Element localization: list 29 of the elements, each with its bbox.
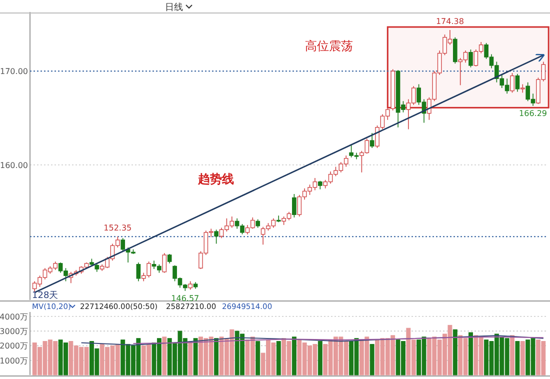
annotation: 高位震荡: [305, 39, 353, 53]
annotation: 128天: [32, 290, 58, 301]
bar: [162, 336, 167, 376]
bar: [256, 341, 260, 376]
bar: [510, 335, 514, 376]
bar: [520, 341, 525, 376]
annotation: 174.38: [436, 17, 464, 26]
bar: [515, 341, 520, 376]
line-series: [132, 336, 544, 344]
y-tick-label: 170.00: [0, 67, 28, 76]
chart-subtitle: 日线: [165, 2, 183, 13]
annotation: 146.57: [171, 294, 200, 303]
bar: [276, 341, 281, 376]
y-tick-label: 3000万: [0, 327, 28, 336]
bar: [468, 332, 473, 376]
bar: [452, 329, 458, 376]
annotation: 趋势线: [197, 172, 234, 186]
bar: [214, 338, 219, 376]
bar: [292, 336, 296, 376]
bar: [370, 344, 374, 376]
y-tick-label: 160.00: [0, 160, 28, 170]
y-tick-label: 1000万: [0, 356, 28, 366]
bar: [318, 341, 322, 376]
y-tick-label: 2000万: [0, 342, 28, 351]
annotation: 152.35: [104, 224, 132, 233]
annotation: 166.29: [519, 108, 548, 118]
bar: [188, 341, 193, 376]
bar: [193, 338, 198, 376]
y-tick-label: 4000万: [0, 312, 28, 322]
